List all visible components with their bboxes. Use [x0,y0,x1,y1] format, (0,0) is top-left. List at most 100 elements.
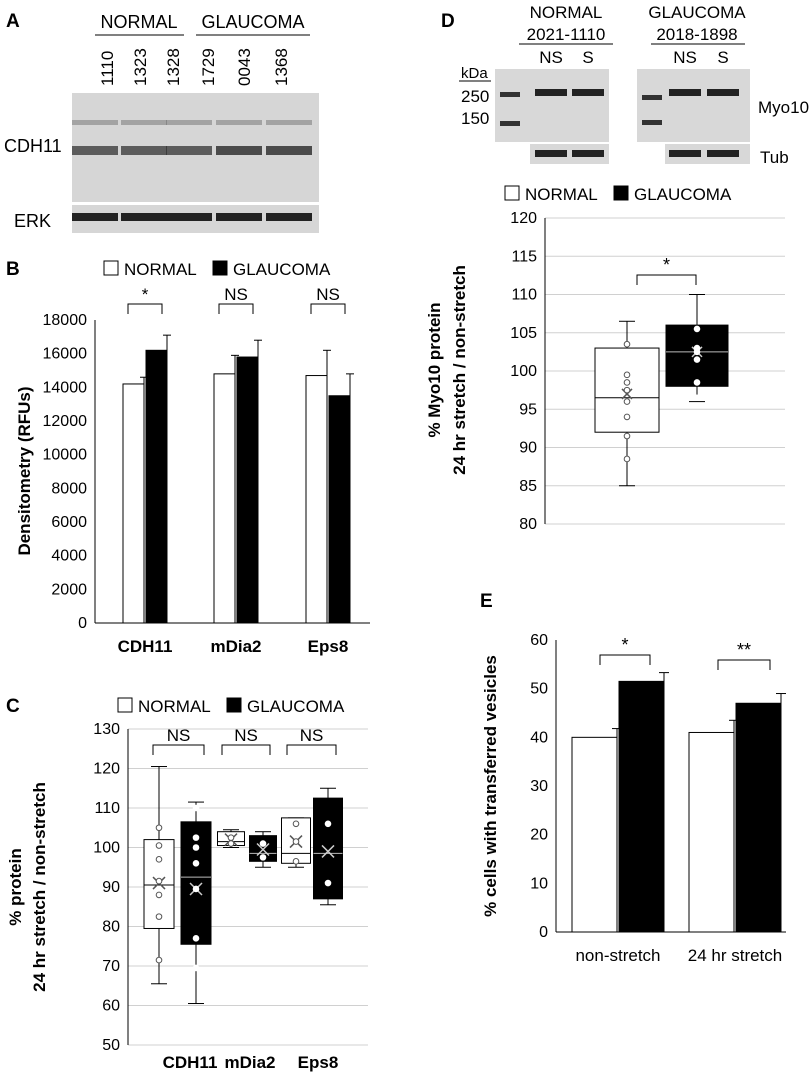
panel-c-cdh11-data-point [192,935,200,942]
panel-a-band-erk [216,213,262,221]
panel-d-significance-label: * [663,255,670,275]
panel-c-tick-label: 50 [102,1037,120,1054]
panel-e-category-label: non-stretch [575,946,660,965]
panel-e-tick-label: 50 [530,681,548,698]
panel-c-eps8-data-point [292,820,300,828]
panel-d-normal-data-point [623,432,631,440]
panel-d-band-tub [669,150,701,157]
panel-d-label: D [441,11,455,32]
panel-d-legend-normal-swatch [504,185,520,201]
panel-b-bar [328,395,351,624]
panel-c-tick-label: 100 [93,840,120,857]
panel-d-blot-normal-membrane [495,69,609,142]
panel-c-significance-label: NS [234,726,258,745]
panel-b-y-label: Densitometry (RFUs) [15,386,34,555]
panel-a-band-cdh11 [72,146,118,155]
panel-d-legend-normal: NORMAL [525,185,598,204]
panel-d-glaucoma-data-point [693,344,701,352]
panel-d-tick-label: 115 [511,248,537,265]
panel-d-ladder-band [642,95,662,100]
panel-c-eps8-data-point [324,879,332,887]
panel-d-normal-data-point [623,340,631,348]
panel-a-lane-label: 1368 [272,48,291,86]
panel-a-band-erk [72,213,118,221]
panel-e-significance-label: ** [737,640,751,660]
panel-d-lane-label: NS [673,48,697,67]
panel-d-glaucoma-data-point [693,325,701,333]
panel-e-y-label: % cells with transferred vesicles [481,655,500,917]
panel-e-bar [618,680,665,933]
panel-b-significance-label: NS [316,285,340,304]
panel-c-tick-label: 120 [93,761,120,778]
panel-d-ladder-band [500,92,520,97]
panel-d-row-label-myo10: Myo10 [758,98,809,117]
panel-e-tick-label: 40 [530,729,548,746]
panel-a-band-cdh11 [121,146,167,155]
panel-d-significance [636,274,697,285]
panel-a-band-upper [266,120,312,125]
panel-b-bar [213,373,236,624]
panel-e-significance [599,654,651,665]
panel-e-tick-label: 30 [530,778,548,795]
panel-c-tick-label: 70 [102,958,120,975]
panel-b-legend-normal-swatch [103,260,119,276]
panel-d-tick-label: 110 [511,287,537,304]
panel-d-marker-unit: kDa [461,65,488,82]
panel-c-eps8-data-point [292,838,300,845]
panel-c-tick-label: 130 [93,721,120,738]
panel-a-band-erk [166,213,212,221]
panel-d-tick-label: 90 [519,440,537,457]
panel-b-tick-label: 12000 [43,413,88,430]
panel-d-row-label-tub: Tub [760,148,789,167]
panel-c-legend-glaucoma: GLAUCOMA [247,697,345,716]
panel-b-bar [122,383,145,624]
panel-c-legend-glaucoma-swatch [226,697,242,713]
panel-d-normal-data-point [623,379,631,386]
panel-b-tick-label: 10000 [43,447,88,464]
panel-c-legend-normal: NORMAL [138,697,211,716]
panel-a: A NORMAL GLAUCOMA 1110 1323 1328 1729 0043 1368 C… [4,11,319,233]
panel-c-mdia2-data-point [259,854,267,861]
panel-d-band-myo10 [669,89,701,96]
panel-e-tick-label: 20 [530,827,548,844]
panel-d-lane-label: S [717,48,728,67]
panel-a-band-upper [121,120,167,125]
panel-c-significance-label: NS [167,726,191,745]
panel-c-tick-label: 60 [102,998,120,1015]
panel-c-y-label-1: % protein [6,848,25,925]
panel-c-eps8-data-point [292,858,300,865]
panel-b-tick-label: 16000 [43,346,88,363]
panel-d-band-myo10 [535,89,567,96]
panel-e-bar [688,731,735,933]
panel-a-band-cdh11 [216,146,262,155]
panel-d-lane-label: NS [539,48,563,67]
panel-e-tick-label: 60 [530,632,548,649]
panel-a-row-label-erk: ERK [14,211,51,231]
panel-c-cdh11-data-point [192,860,200,867]
panel-a-lane-label: 1328 [164,48,183,86]
panel-c-cdh11-box [180,821,212,945]
panel-a-lane-label: 0043 [235,48,254,86]
panel-b-tick-label: 14000 [43,379,88,396]
panel-d-tick-label: 100 [510,363,537,380]
panel-a-lane-label: 1729 [199,48,218,86]
panel-c-significance [152,744,205,755]
panel-c-mdia2-data-point [227,840,235,847]
panel-c-cdh11-data-point [192,885,200,893]
panel-a-band-cdh11 [266,146,312,155]
panel-b-bar [145,349,168,624]
panel-c-label: C [6,696,20,717]
panel-b-significance [127,303,163,314]
panel-d-tick-label: 95 [519,401,537,418]
panel-d-glaucoma-data-point [693,356,701,363]
panel-a-band-erk [266,213,312,221]
panel-d-blot-glaucoma-membrane [637,69,750,142]
panel-b-category-label: CDH11 [118,637,173,656]
panel-c-tick-label: 110 [94,800,120,817]
panel-d-band-tub [707,150,739,157]
panel-e-bar [571,736,618,933]
panel-c-cdh11-data-point [155,891,163,899]
panel-c-significance-label: NS [300,726,324,745]
panel-c: C NORMAL GLAUCOMA 50 60 70 80 90 100 110 120 130 CDH… [6,696,368,1072]
